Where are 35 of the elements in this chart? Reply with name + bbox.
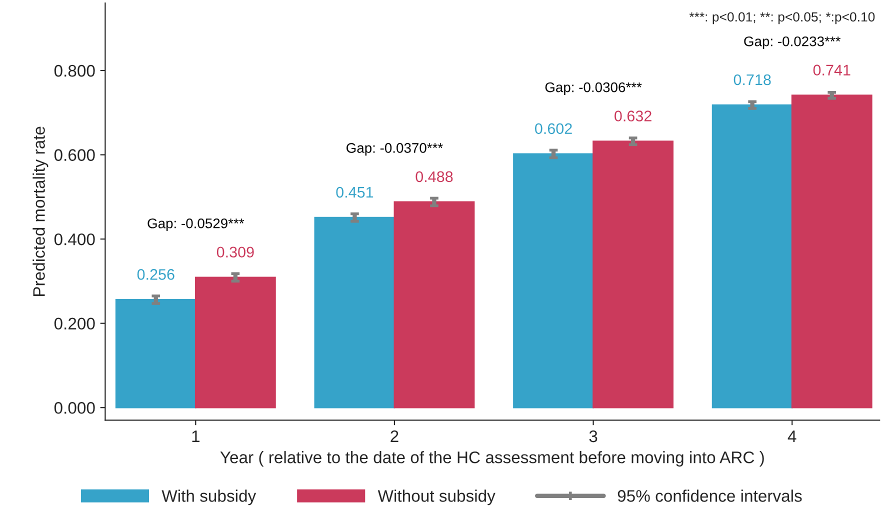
y-axis-title: Predicted mortality rate — [32, 126, 48, 296]
x-tick-label: 3 — [589, 430, 598, 442]
bar — [194, 276, 276, 408]
bar — [592, 140, 674, 408]
annotation: Gap: -0.0529*** — [148, 218, 244, 232]
bar — [513, 153, 594, 408]
bar — [115, 299, 196, 408]
y-tick-label: 0.200 — [54, 318, 95, 330]
bar — [394, 201, 475, 408]
bar — [314, 216, 396, 408]
x-axis-title: Year ( relative to the date of the HC assessment before moving into ARC ) — [220, 451, 764, 467]
legend-label: With subsidy — [162, 490, 256, 506]
text: 95% confidence intervals — [618, 490, 802, 502]
x-tick-label: 2 — [390, 430, 398, 442]
annotation: Gap: -0.0370*** — [346, 143, 443, 156]
annotation: Gap: -0.0306*** — [545, 82, 642, 95]
y-tick-label: 0.600 — [54, 149, 95, 161]
data-label: 0.309 — [216, 246, 254, 258]
bar — [712, 104, 793, 408]
x-tick-label: 4 — [788, 430, 796, 442]
x-tick-label: 1 — [192, 430, 200, 442]
legend-label: Without subsidy — [378, 490, 496, 506]
y-tick-label: 0.000 — [54, 402, 95, 414]
data-label: 0.451 — [336, 186, 374, 198]
data-label: 0.632 — [614, 110, 652, 122]
data-label: 0.741 — [813, 64, 850, 76]
annotation: Gap: -0.0233*** — [744, 36, 841, 50]
data-label: 0.602 — [535, 123, 572, 134]
annotation: ***: p<0.01; **: p<0.05; *:p<0.10 — [689, 12, 875, 24]
y-tick-label: 0.400 — [54, 233, 95, 246]
data-label: 0.488 — [416, 171, 453, 182]
bar — [791, 94, 872, 408]
data-label: 0.256 — [137, 269, 174, 280]
data-label: 0.718 — [734, 74, 771, 86]
y-tick-label: 0.800 — [54, 64, 95, 77]
